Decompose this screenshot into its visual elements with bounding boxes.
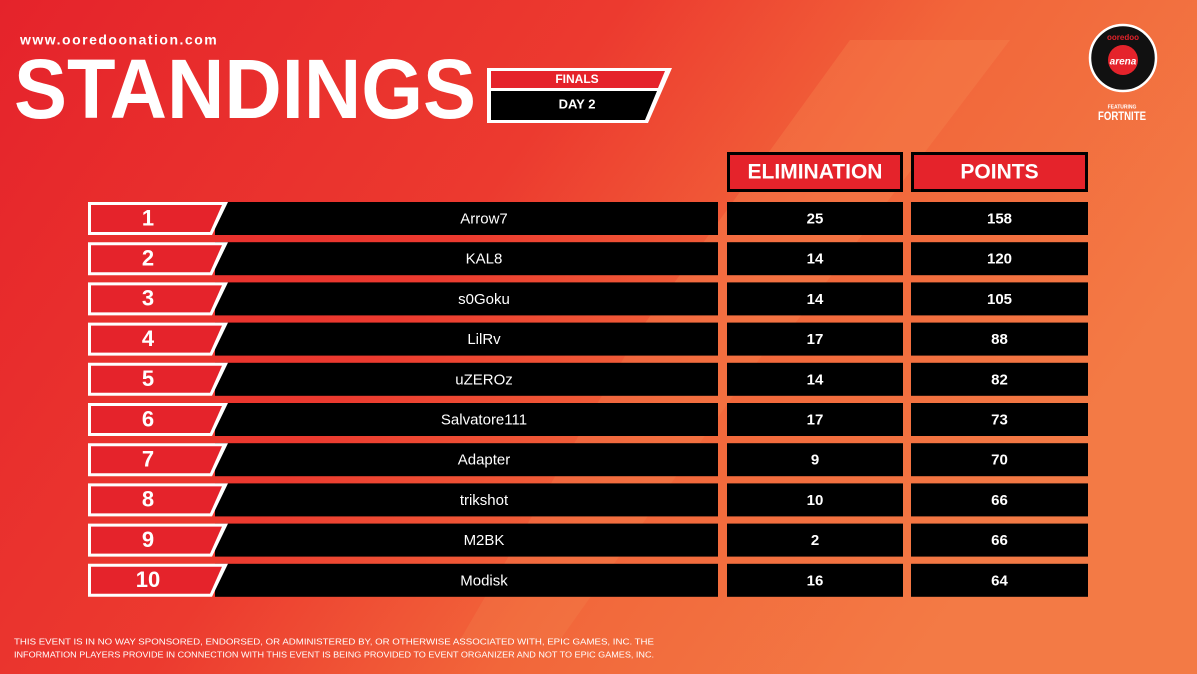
- score-cell: [727, 242, 903, 276]
- points: 105: [987, 291, 1012, 308]
- rank-fill: [91, 365, 222, 393]
- logo-featuring: FEATURING: [1108, 104, 1137, 110]
- points: 82: [991, 371, 1008, 388]
- column-header: ELIMINATION: [748, 161, 883, 184]
- score-cell: [911, 443, 1088, 477]
- rank-fill: [91, 245, 222, 273]
- logo-game: FORTNITE: [1098, 109, 1146, 123]
- score-cell: [911, 362, 1088, 396]
- logo-name: arena: [1110, 57, 1137, 68]
- eliminations: 10: [807, 492, 824, 509]
- score-cell: [911, 242, 1088, 276]
- rank: 6: [142, 406, 154, 431]
- player-bar: [215, 443, 718, 477]
- score-cell: [727, 523, 903, 557]
- logo-brand: ooredoo: [1107, 33, 1139, 42]
- disclaimer-line: INFORMATION PLAYERS PROVIDE IN CONNECTIO…: [14, 649, 654, 659]
- score-cell: [911, 563, 1088, 597]
- player-bar: [215, 242, 718, 276]
- player-name: uZEROz: [455, 371, 513, 388]
- player-name: Modisk: [460, 572, 508, 589]
- player-name: Arrow7: [460, 210, 508, 227]
- score-cell: [911, 282, 1088, 316]
- score-cell: [727, 322, 903, 356]
- rank: 4: [142, 326, 155, 351]
- score-cell: [911, 523, 1088, 557]
- score-cell: [727, 483, 903, 517]
- day-label: DAY 2: [559, 96, 596, 111]
- score-cell: [911, 322, 1088, 356]
- score-cell: [911, 483, 1088, 517]
- badge-top: [491, 71, 665, 88]
- rank: 8: [142, 487, 154, 512]
- rank-fill: [91, 325, 222, 353]
- rank: 2: [142, 246, 154, 271]
- player-name: trikshot: [460, 492, 509, 509]
- score-cell: [727, 202, 903, 235]
- points: 70: [991, 452, 1008, 469]
- eliminations: 2: [811, 532, 819, 549]
- eliminations: 14: [807, 251, 824, 268]
- stage-label: FINALS: [555, 72, 598, 86]
- player-name: KAL8: [466, 251, 503, 268]
- player-bar: [215, 202, 718, 235]
- eliminations: 14: [807, 371, 824, 388]
- player-bar: [215, 523, 718, 557]
- logo-mark: [1108, 45, 1138, 75]
- rank-fill: [91, 526, 222, 554]
- score-cell: [727, 362, 903, 396]
- points: 88: [991, 331, 1008, 348]
- eliminations: 17: [807, 411, 824, 428]
- page-title: STANDINGS: [14, 42, 476, 136]
- eliminations: 17: [807, 331, 824, 348]
- points: 73: [991, 411, 1008, 428]
- points: 64: [991, 572, 1008, 589]
- column-header-fill: [914, 155, 1085, 189]
- score-cell: [727, 282, 903, 316]
- rank-fill: [91, 285, 222, 313]
- column-header: POINTS: [960, 161, 1038, 184]
- points: 158: [987, 210, 1012, 227]
- rank: 3: [142, 286, 154, 311]
- player-bar: [215, 403, 718, 436]
- rank-fill: [91, 566, 222, 594]
- score-cell: [911, 202, 1088, 235]
- player-name: M2BK: [464, 532, 505, 549]
- score-cell: [727, 563, 903, 597]
- player-bar: [215, 362, 718, 396]
- rank: 9: [142, 527, 154, 552]
- player-name: Salvatore111: [441, 411, 527, 428]
- points: 66: [991, 532, 1008, 549]
- player-bar: [215, 483, 718, 517]
- rank: 10: [136, 567, 160, 592]
- rank: 1: [142, 205, 154, 230]
- rank-fill: [91, 406, 222, 433]
- rank-fill: [91, 486, 222, 514]
- player-name: s0Goku: [458, 291, 510, 308]
- player-name: Adapter: [458, 452, 511, 469]
- badge-bottom: [491, 91, 657, 120]
- player-bar: [215, 322, 718, 356]
- rank-fill: [91, 205, 222, 232]
- score-cell: [727, 443, 903, 477]
- column-header-fill: [730, 155, 900, 189]
- disclaimer-line: THIS EVENT IS IN NO WAY SPONSORED, ENDOR…: [14, 636, 654, 646]
- points: 66: [991, 492, 1008, 509]
- player-bar: [215, 563, 718, 597]
- points: 120: [987, 251, 1012, 268]
- rank-fill: [91, 446, 222, 474]
- score-cell: [727, 403, 903, 436]
- site-url: www.ooredoonation.com: [19, 32, 218, 48]
- eliminations: 16: [807, 572, 824, 589]
- rank: 5: [142, 366, 154, 391]
- rank: 7: [142, 447, 154, 472]
- eliminations: 9: [811, 452, 819, 469]
- eliminations: 14: [807, 291, 824, 308]
- score-cell: [911, 403, 1088, 436]
- player-name: LilRv: [467, 331, 501, 348]
- eliminations: 25: [807, 210, 824, 227]
- player-bar: [215, 282, 718, 316]
